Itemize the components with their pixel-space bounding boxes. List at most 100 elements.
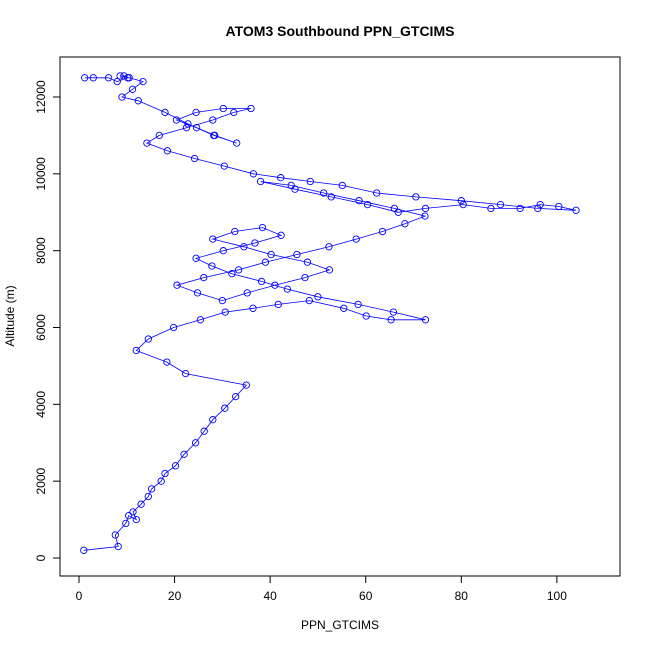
data-point: [172, 116, 181, 124]
data-point: [301, 273, 309, 282]
data-point: [412, 193, 420, 201]
data-point: [221, 404, 229, 412]
data-point: [81, 74, 89, 82]
data-point: [277, 231, 285, 239]
data-point: [421, 204, 430, 213]
data-point: [209, 116, 217, 124]
data-point: [536, 200, 544, 209]
y-tick-label: 0: [34, 554, 48, 561]
data-point: [232, 392, 240, 401]
data-point: [193, 289, 202, 297]
data-point: [163, 147, 172, 155]
data-point: [192, 108, 200, 117]
data-point: [169, 323, 178, 332]
y-tick-label: 4000: [34, 391, 48, 418]
data-point: [144, 492, 152, 501]
data-point: [147, 485, 156, 493]
data-point: [352, 235, 360, 243]
data-point: [325, 266, 334, 274]
data-point: [387, 316, 395, 324]
data-point: [362, 312, 370, 320]
data-point: [132, 346, 140, 355]
data-point: [340, 304, 348, 312]
data-point: [180, 450, 188, 458]
y-tick-label: 8000: [34, 237, 48, 264]
data-point: [325, 243, 333, 251]
data-point: [572, 206, 580, 214]
data-point: [287, 181, 295, 190]
data-point: [192, 254, 200, 262]
data-point: [184, 120, 192, 128]
y-axis: 0 2000 4000 6000 8000 10000 12000: [34, 80, 61, 561]
data-point: [401, 220, 409, 228]
data-point: [277, 174, 285, 182]
data-point: [257, 277, 266, 286]
data-point: [120, 72, 128, 80]
data-point: [305, 296, 313, 305]
y-axis-label: Altitude (m): [3, 285, 17, 346]
data-point: [394, 208, 402, 216]
data-point: [200, 427, 208, 435]
data-point: [373, 189, 381, 197]
data-point: [139, 77, 147, 86]
data-point: [209, 416, 217, 424]
data-point: [261, 258, 270, 266]
x-tick-label: 0: [76, 589, 83, 603]
data-point: [457, 197, 465, 205]
data-point: [163, 358, 171, 366]
data-point: [291, 185, 299, 193]
data-point: [111, 531, 119, 539]
data-point: [274, 300, 282, 309]
data-point: [157, 477, 165, 485]
x-axis: 0 20 40 60 80 100: [76, 575, 567, 603]
data-point: [338, 181, 346, 190]
chart-title: ATOM3 Southbound PPN_GTCIMS: [226, 23, 455, 39]
data-point: [143, 139, 151, 147]
data-point: [242, 381, 250, 389]
data-point: [306, 177, 314, 186]
y-tick-label: 12000: [34, 80, 48, 114]
y-tick-label: 10000: [34, 157, 48, 191]
data-point: [363, 200, 372, 209]
x-tick-label: 60: [359, 589, 373, 603]
data-point: [496, 200, 505, 209]
data-point: [104, 74, 113, 82]
data-point: [134, 97, 142, 105]
data-point: [132, 515, 140, 524]
data-point: [221, 308, 229, 316]
data-point: [173, 281, 181, 289]
data-point: [155, 131, 163, 140]
data-point: [200, 273, 208, 282]
y-tick-label: 6000: [34, 314, 48, 341]
data-point: [181, 369, 190, 378]
data-point: [378, 227, 387, 236]
x-tick-label: 100: [547, 589, 567, 603]
data-point: [228, 270, 236, 278]
x-tick-label: 20: [168, 589, 182, 603]
data-point: [211, 131, 219, 140]
data-point: [421, 316, 430, 324]
data-point: [234, 266, 243, 274]
data-point: [249, 170, 258, 178]
data-point: [487, 204, 495, 213]
data-point: [283, 285, 292, 293]
data-point: [327, 193, 335, 201]
data-point: [314, 293, 322, 301]
data-point: [249, 304, 257, 312]
data-point: [271, 281, 279, 289]
data-point: [114, 542, 122, 551]
data-point: [137, 500, 145, 508]
data-point: [293, 250, 301, 259]
data-point: [129, 508, 137, 516]
data-point: [209, 235, 217, 243]
data-point: [243, 289, 251, 297]
data-point: [161, 469, 169, 478]
data-point: [208, 262, 216, 270]
data-point: [516, 204, 524, 213]
data-point: [251, 239, 259, 247]
data-point: [118, 93, 126, 101]
x-axis-label: PPN_GTCIMS: [301, 618, 379, 632]
data-point: [190, 154, 199, 163]
